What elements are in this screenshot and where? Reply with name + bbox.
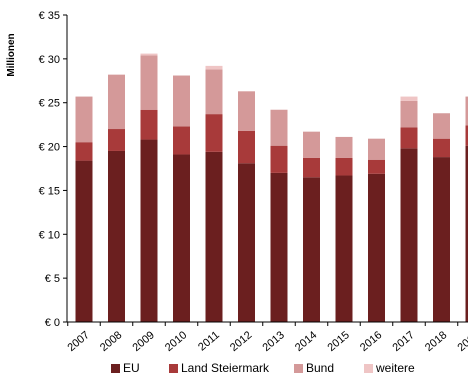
bars	[75, 53, 468, 322]
y-tick-label: € 15	[39, 185, 60, 197]
y-tick-label: € 25	[39, 98, 60, 110]
x-tick-label: 2017	[390, 329, 416, 354]
bar-segment-bund	[108, 74, 125, 130]
bar-segment-bund	[335, 136, 353, 158]
y-axis: € 0 € 5 € 10 € 15 € 20 € 25 € 30 € 35	[39, 10, 68, 329]
legend-swatch	[111, 364, 120, 373]
x-tick-label: 2014	[293, 329, 319, 354]
x-tick-label: 2007	[65, 329, 91, 354]
bar-segment-bund	[303, 131, 320, 158]
bar-segment-weitere	[205, 65, 223, 70]
bar-segment-bund	[400, 100, 418, 128]
bar-segment-bund	[75, 96, 93, 143]
y-axis-label: Millionen	[6, 33, 17, 76]
x-axis: 2007 2008 2009 2010 2011 2012 2013 2014 2015 2016…	[65, 321, 468, 354]
bar-segment-land-steiermark	[108, 129, 125, 151]
legend-swatch	[364, 364, 373, 373]
legend-swatch	[294, 364, 303, 373]
y-tick-label: € 35	[39, 10, 60, 22]
bar-segment-eu	[368, 173, 385, 322]
bar-segment-eu	[433, 157, 450, 322]
bar-segment-land-steiermark	[205, 114, 223, 152]
legend-item-land-steiermark: Land Steiermark	[169, 361, 270, 375]
bar-segment-eu	[75, 160, 93, 322]
bar-segment-land-steiermark	[238, 130, 255, 164]
bar-segment-bund	[270, 109, 288, 146]
legend-label: EU	[123, 361, 140, 375]
bar-segment-land-steiermark	[400, 127, 418, 149]
bar-segment-eu	[303, 177, 320, 322]
bar-segment-weitere	[400, 96, 418, 101]
legend-label: weitere	[375, 361, 415, 375]
y-tick-label: € 0	[45, 317, 60, 329]
bar-segment-eu	[335, 175, 353, 322]
x-tick-label: 2015	[325, 329, 351, 354]
x-tick-label: 2016	[358, 329, 384, 354]
legend-label: Bund	[306, 361, 334, 375]
bar-segment-land-steiermark	[433, 138, 450, 158]
bar-segment-bund	[465, 96, 468, 126]
bar-segment-bund	[368, 138, 385, 160]
legend-item-bund: Bund	[294, 361, 334, 375]
bar-segment-land-steiermark	[303, 157, 320, 178]
bar-segment-bund	[173, 75, 190, 127]
bar-segment-land-steiermark	[270, 145, 288, 173]
legend: EU Land Steiermark Bund weitere	[111, 361, 415, 375]
legend-swatch	[169, 364, 178, 373]
bar-segment-land-steiermark	[368, 159, 385, 174]
bar-segment-bund	[238, 91, 255, 131]
bar-segment-eu	[465, 145, 468, 322]
y-tick-label: € 10	[39, 229, 60, 241]
y-tick-label: € 5	[45, 273, 60, 285]
x-tick-label: 2019	[455, 329, 468, 354]
legend-label: Land Steiermark	[181, 361, 270, 375]
x-tick-label: 2018	[423, 329, 449, 354]
bar-segment-eu	[205, 151, 223, 322]
bar-segment-eu	[400, 148, 418, 322]
x-tick-label: 2013	[260, 329, 286, 354]
bar-segment-eu	[270, 172, 288, 322]
x-tick-label: 2008	[98, 329, 124, 354]
bar-segment-eu	[140, 139, 158, 322]
bar-segment-eu	[108, 150, 125, 322]
x-tick-label: 2009	[130, 329, 156, 354]
bar-segment-bund	[205, 69, 223, 115]
bar-segment-bund	[433, 113, 450, 139]
bar-segment-land-steiermark	[173, 126, 190, 155]
bar-segment-weitere	[140, 53, 158, 56]
bar-segment-land-steiermark	[465, 125, 468, 146]
x-tick-label: 2010	[163, 329, 189, 354]
bar-segment-bund	[140, 55, 158, 110]
bar-segment-land-steiermark	[75, 142, 93, 161]
x-tick-label: 2011	[196, 329, 222, 353]
bar-segment-eu	[238, 163, 255, 322]
legend-item-weitere: weitere	[364, 361, 415, 375]
y-tick-label: € 20	[39, 142, 60, 154]
bar-segment-land-steiermark	[140, 109, 158, 140]
legend-item-eu: EU	[111, 361, 140, 375]
y-tick-label: € 30	[39, 54, 60, 66]
bar-segment-eu	[173, 154, 190, 322]
bar-segment-land-steiermark	[335, 157, 353, 176]
x-tick-label: 2012	[228, 329, 254, 354]
